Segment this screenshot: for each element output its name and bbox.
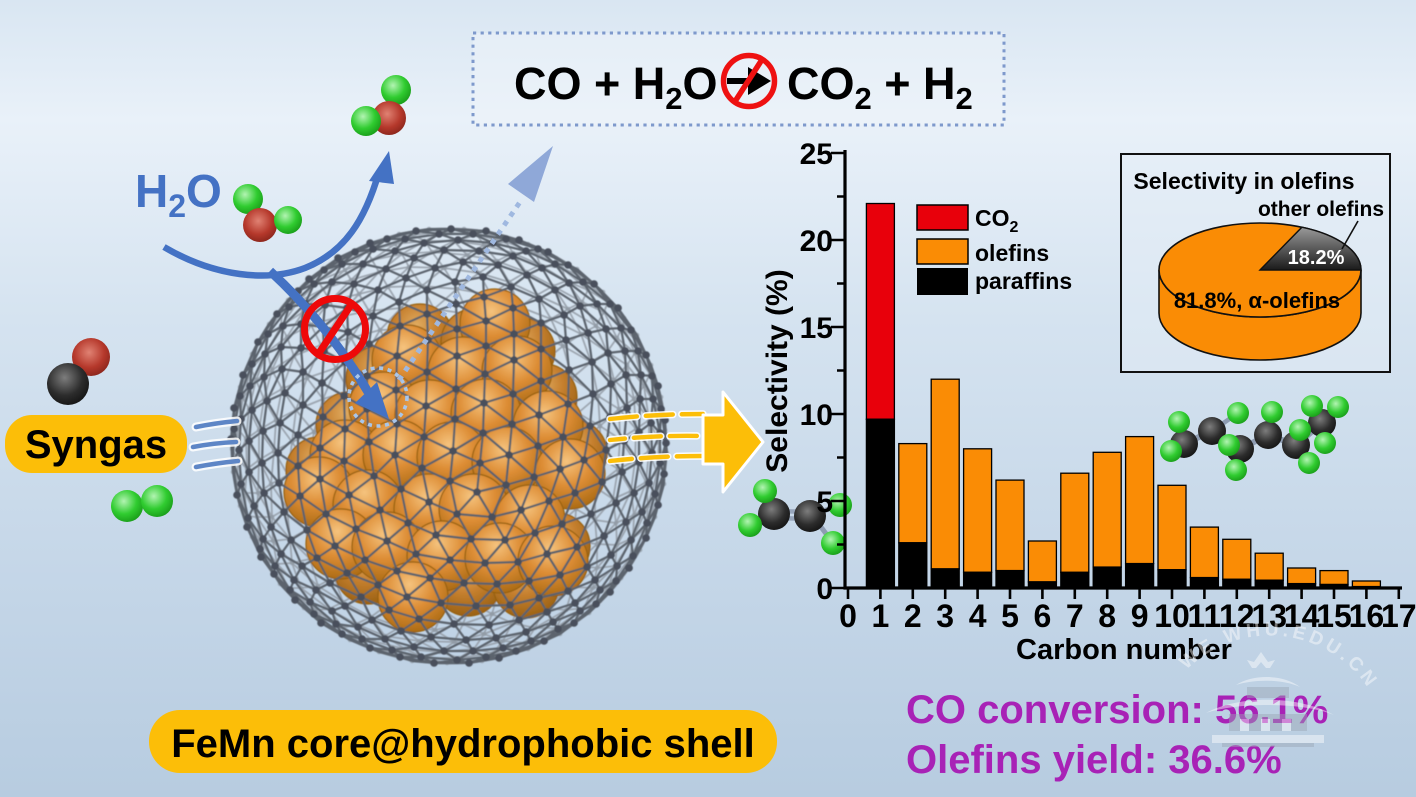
svg-text:15: 15 [1316, 598, 1352, 634]
svg-text:17: 17 [1381, 598, 1416, 634]
svg-text:0: 0 [839, 598, 857, 634]
svg-text:paraffins: paraffins [975, 268, 1072, 294]
svg-text:H2O: H2O [135, 165, 222, 224]
svg-text:81.8%, α-olefins: 81.8%, α-olefins [1174, 288, 1340, 313]
svg-text:CO2 + H2: CO2 + H2 [787, 58, 973, 116]
svg-text:5: 5 [816, 486, 833, 519]
svg-text:14: 14 [1284, 598, 1320, 634]
svg-text:10: 10 [800, 399, 833, 432]
svg-text:Carbon number: Carbon number [1016, 634, 1232, 666]
svg-text:other olefins: other olefins [1258, 198, 1384, 221]
svg-text:10: 10 [1154, 598, 1190, 634]
svg-text:Selectivity in olefins: Selectivity in olefins [1133, 168, 1354, 194]
svg-text:3: 3 [936, 598, 954, 634]
svg-text:Syngas: Syngas [25, 423, 167, 467]
svg-text:13: 13 [1251, 598, 1287, 634]
svg-text:1: 1 [872, 598, 890, 634]
svg-text:18.2%: 18.2% [1288, 247, 1345, 269]
svg-text:6: 6 [1034, 598, 1052, 634]
svg-text:25: 25 [800, 138, 833, 171]
svg-text:8: 8 [1098, 598, 1116, 634]
svg-text:CO + H2O: CO + H2O [514, 58, 718, 116]
svg-text:12: 12 [1219, 598, 1255, 634]
svg-text:9: 9 [1131, 598, 1149, 634]
svg-text:20: 20 [800, 225, 833, 258]
svg-text:0: 0 [816, 573, 833, 606]
svg-text:2: 2 [904, 598, 922, 634]
svg-text:7: 7 [1066, 598, 1084, 634]
svg-text:11: 11 [1187, 598, 1221, 634]
svg-text:CO conversion: 56.1%: CO conversion: 56.1% [906, 688, 1328, 732]
svg-text:olefins: olefins [975, 240, 1049, 266]
svg-text:5: 5 [1001, 598, 1019, 634]
svg-text:FeMn core@hydrophobic shell: FeMn core@hydrophobic shell [171, 722, 755, 766]
svg-text:15: 15 [800, 312, 833, 345]
svg-text:Selectivity (%): Selectivity (%) [761, 269, 794, 472]
svg-text:4: 4 [969, 598, 987, 634]
svg-text:16: 16 [1349, 598, 1385, 634]
svg-text:Olefins yield: 36.6%: Olefins yield: 36.6% [906, 738, 1282, 782]
